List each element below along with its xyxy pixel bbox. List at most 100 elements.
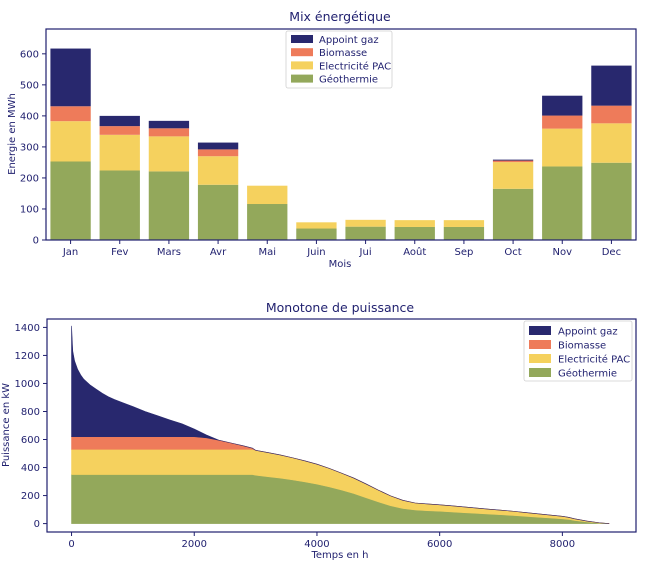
x-tick-label-fev: Fev (111, 247, 128, 258)
x-tick-label-mai: Mai (258, 247, 276, 258)
y-tick-label: 100 (20, 204, 39, 215)
x-tick-label: 0 (68, 539, 74, 550)
x-tick-label-juin: Juin (306, 247, 325, 258)
legend-label-appoint-gaz: Appoint gaz (319, 35, 379, 46)
chart-title: Monotone de puissance (266, 300, 415, 315)
x-tick-label-jui: Jui (359, 247, 372, 258)
bar-electricite-pac-aout (394, 220, 435, 227)
bar-appoint-gaz-mars (148, 120, 190, 129)
y-tick-label: 400 (20, 111, 39, 122)
y-tick-label: 500 (20, 80, 39, 91)
y-tick-label: 1000 (15, 379, 40, 390)
x-tick-label-nov: Nov (552, 247, 572, 258)
bar-electricite-pac-dec (591, 123, 632, 163)
legend-label-electricite-pac: Electricité PAC (319, 60, 391, 72)
bar-electricite-pac-sep (443, 220, 485, 227)
x-tick-label-mars: Mars (157, 247, 181, 258)
y-tick-label: 1400 (15, 323, 40, 334)
bar-geothermie-sep (443, 226, 485, 240)
y-tick-label: 300 (20, 142, 39, 153)
legend-label-appoint-gaz: Appoint gaz (558, 327, 618, 338)
legend-swatch-appoint-gaz (291, 35, 313, 43)
y-tick-label: 0 (34, 519, 40, 530)
x-tick-label: 8000 (550, 539, 575, 550)
bar-geothermie-jan (50, 161, 91, 240)
bar-appoint-gaz-nov (542, 95, 583, 116)
plot-frame (46, 318, 637, 533)
x-tick-label: 2000 (182, 539, 207, 550)
legend-label-geothermie: Géothermie (319, 74, 378, 86)
legend-label-electricite-pac: Electricité PAC (558, 354, 630, 366)
bar-biomasse-nov (542, 115, 583, 129)
y-axis-label: Puissance en kW (1, 383, 12, 467)
bar-biomasse-dec (591, 105, 632, 124)
bar-geothermie-aout (394, 226, 435, 240)
y-tick-label: 1200 (15, 351, 40, 362)
y-tick-label: 200 (20, 173, 39, 184)
y-tick-label: 400 (21, 463, 40, 474)
bar-biomasse-fev (99, 126, 140, 135)
x-ticks: Jan Fev Mars Avr Mai Juin Jui Août Sep Oct Nov Dec (62, 240, 621, 258)
bar-biomasse-oct (492, 160, 534, 163)
bar-geothermie-mai (247, 204, 288, 240)
x-tick-label-sep: Sep (454, 247, 473, 258)
mix-energetique-chart: Mix énergétique 0 100 200 300 400 500 600 Jan F… (7, 9, 637, 270)
x-tick-label-oct: Oct (504, 247, 521, 258)
bar-appoint-gaz-avr (197, 142, 239, 150)
x-axis-label: Temps en h (310, 550, 368, 561)
bar-appoint-gaz-jan (50, 48, 91, 107)
y-ticks: 0 100 200 300 400 500 600 (20, 49, 46, 247)
bar-electricite-pac-jan (50, 121, 91, 162)
legend-swatch-electricite-pac (291, 61, 313, 70)
bar-geothermie-dec (591, 162, 632, 240)
bar-geothermie-jui (345, 226, 386, 240)
x-ticks: 0 2000 4000 6000 8000 (68, 532, 575, 550)
legend-swatch-geothermie (291, 74, 313, 83)
areas (71, 325, 610, 524)
bar-electricite-pac-fev (99, 134, 140, 171)
bar-biomasse-avr (197, 149, 239, 157)
monotone-puissance-chart: Monotone de puissance 0 200 400 600 800 1000 1… (1, 300, 637, 561)
y-axis-label: Energie en MWh (7, 93, 18, 175)
bar-geothermie-mars (148, 171, 190, 240)
legend-box (285, 30, 393, 89)
bar-geothermie-juin (296, 228, 337, 240)
bar-geothermie-nov (542, 166, 583, 240)
plot-frame (45, 28, 637, 241)
x-tick-label-aout: Août (403, 246, 426, 258)
legend-label-biomasse: Biomasse (319, 48, 367, 59)
y-tick-label: 0 (33, 236, 39, 247)
bar-electricite-pac-jui (345, 219, 386, 227)
bar-biomasse-mars (148, 128, 190, 137)
legend-swatch-electricite-pac (529, 354, 551, 363)
bar-electricite-pac-mars (148, 136, 190, 172)
bars (50, 48, 632, 240)
bar-appoint-gaz-oct (492, 159, 534, 161)
y-tick-label: 600 (21, 435, 40, 446)
x-tick-label-jan: Jan (62, 247, 78, 258)
bar-electricite-pac-oct (492, 162, 534, 189)
bar-geothermie-avr (197, 184, 239, 240)
bar-appoint-gaz-dec (591, 65, 632, 106)
x-tick-label-avr: Avr (210, 247, 227, 258)
y-tick-label: 200 (21, 491, 40, 502)
legend-swatch-biomasse (291, 48, 313, 57)
bar-electricite-pac-avr (197, 156, 239, 185)
y-tick-label: 600 (20, 49, 39, 60)
legend-swatch-biomasse (529, 340, 551, 349)
area-appoint-gaz (71, 325, 610, 524)
chart-title: Mix énergétique (289, 9, 391, 24)
legend-label-biomasse: Biomasse (558, 341, 606, 352)
bar-electricite-pac-nov (542, 128, 583, 167)
x-tick-label-dec: Dec (602, 247, 621, 258)
y-ticks: 0 200 400 600 800 1000 1200 1400 (15, 323, 47, 530)
legend-swatch-appoint-gaz (529, 326, 551, 335)
bar-appoint-gaz-fev (99, 115, 140, 127)
y-tick-label: 800 (21, 407, 40, 418)
bar-electricite-pac-mai (247, 185, 288, 205)
x-tick-label: 6000 (427, 539, 452, 550)
legend-box (523, 320, 633, 382)
